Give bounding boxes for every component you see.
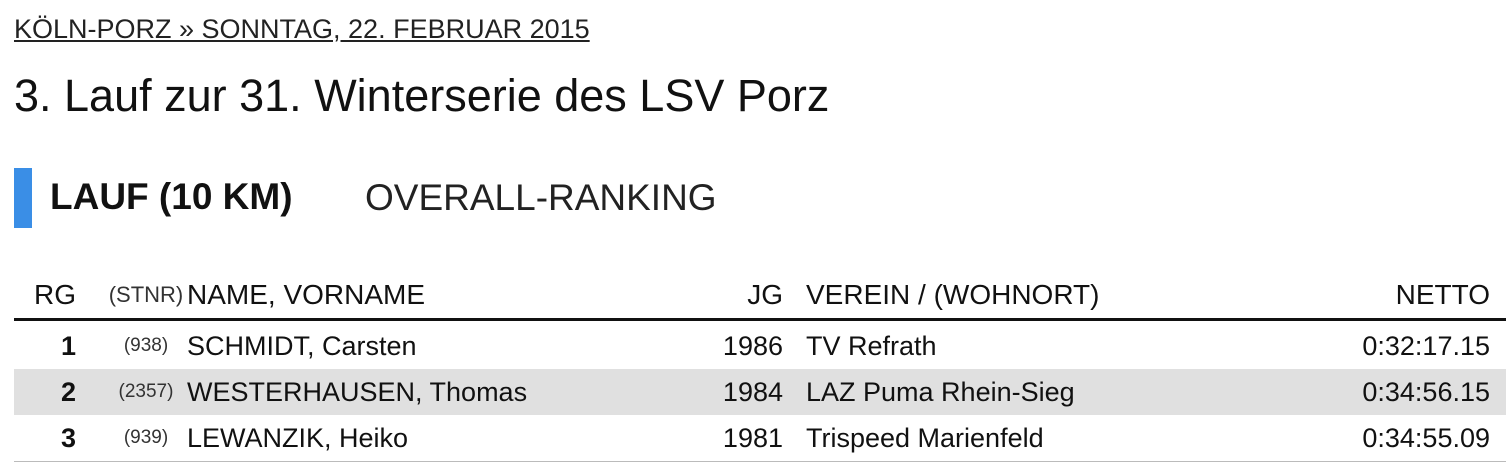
- table-cell: 3: [60, 423, 76, 453]
- table-cell: TV Refrath: [806, 331, 937, 361]
- table-cell: 2: [60, 377, 76, 407]
- table-header: RG (STNR) NAME, VORNAME JG VEREIN / (WOHNORT…: [0, 272, 1506, 318]
- table-cell: 1984: [722, 377, 783, 407]
- table-cell: (2357): [118, 381, 174, 402]
- result-row: 1 (938) SCHMIDT, Carsten 1986 TV Refrath 0:32…: [14, 323, 1506, 369]
- header-rule: [14, 318, 1506, 321]
- bottom-rule: [14, 461, 1506, 462]
- column-header: (STNR): [108, 282, 184, 307]
- table-cell: LEWANZIK, Heiko: [187, 423, 409, 453]
- table-cell: SCHMIDT, Carsten: [187, 331, 417, 361]
- table-cell: 1986: [722, 331, 783, 361]
- table-cell: 1981: [722, 423, 783, 453]
- result-row: 2 (2357) WESTERHAUSEN, Thomas 1984 LAZ Puma …: [14, 369, 1506, 415]
- section-marker: [14, 168, 32, 228]
- table-cell: (938): [123, 335, 169, 356]
- table-cell: (939): [123, 427, 169, 448]
- column-header: VEREIN / (WOHNORT): [806, 279, 1100, 310]
- table-cell: 1: [60, 331, 76, 361]
- section-name: LAUF (10 KM): [50, 176, 293, 217]
- column-header: JG: [747, 279, 783, 310]
- table-cell: 0:34:55.09: [1362, 423, 1490, 453]
- column-header: NAME, VORNAME: [187, 279, 426, 310]
- section-subtitle: OVERALL-RANKING: [365, 177, 717, 218]
- column-header: NETTO: [1395, 279, 1490, 310]
- location-date-link[interactable]: KÖLN-PORZ » SONNTAG, 22. FEBRUAR 2015: [14, 14, 590, 44]
- table-cell: WESTERHAUSEN, Thomas: [187, 377, 528, 407]
- table-cell: 0:32:17.15: [1362, 331, 1490, 361]
- result-row: 3 (939) LEWANZIK, Heiko 1981 Trispeed Marien…: [14, 415, 1506, 461]
- event-title: 3. Lauf zur 31. Winterserie des LSV Porz: [14, 70, 830, 121]
- table-cell: 0:34:56.15: [1362, 377, 1490, 407]
- table-cell: Trispeed Marienfeld: [806, 423, 1044, 453]
- table-cell: LAZ Puma Rhein-Sieg: [806, 377, 1075, 407]
- column-header: RG: [34, 279, 76, 310]
